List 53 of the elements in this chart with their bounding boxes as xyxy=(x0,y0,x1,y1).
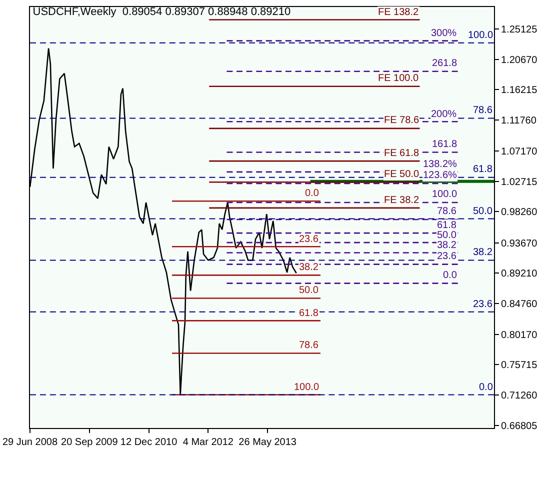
y-tick-label: 1.02715 xyxy=(501,176,538,188)
annotation: FE 38.2 xyxy=(384,195,420,206)
annotation: 78.6 xyxy=(473,105,493,116)
y-tick-label: 0.66805 xyxy=(501,420,538,432)
annotation: 0.0 xyxy=(479,382,494,393)
x-tick-label: 12 Dec 2010 xyxy=(120,437,178,448)
annotation: 123.6% xyxy=(423,170,458,181)
annotation: 50.0 xyxy=(299,285,319,296)
y-tick-label: 0.71260 xyxy=(501,390,538,402)
y-tick-label: 0.75715 xyxy=(501,360,538,372)
annotation: 61.8 xyxy=(299,308,319,319)
annotation: 38.2 xyxy=(473,247,493,258)
annotation: FE 100.0 xyxy=(378,73,420,84)
y-tick-label: 1.11760 xyxy=(501,115,537,126)
x-tick-label: 20 Sep 2009 xyxy=(61,437,118,448)
annotation: FE 61.8 xyxy=(384,148,420,159)
annotation: 61.8 xyxy=(437,220,457,231)
annotation: 50.0 xyxy=(473,206,493,217)
annotation: 138.2% xyxy=(423,159,458,170)
annotation: 23.6 xyxy=(437,251,457,262)
x-tick-label: 26 May 2013 xyxy=(238,437,297,448)
y-tick-label: 0.89210 xyxy=(501,268,538,280)
y-tick-label: 1.20670 xyxy=(501,54,538,66)
y-tick-label: 0.80170 xyxy=(501,330,538,341)
annotation: 38.2 xyxy=(437,240,457,251)
annotation: 161.8 xyxy=(432,139,458,150)
annotation: 50.0 xyxy=(437,230,457,241)
annotation: FE 50.0 xyxy=(384,169,420,180)
annotation: 261.8 xyxy=(432,58,458,69)
y-tick-label: 1.16215 xyxy=(501,85,538,96)
annotation: 61.8 xyxy=(473,164,493,175)
annotation: 0.0 xyxy=(305,188,320,199)
annotation: FE 138.2 xyxy=(378,7,420,18)
annotation: 78.6 xyxy=(299,340,319,351)
y-tick-label: 0.98260 xyxy=(501,207,538,218)
annotation: 300% xyxy=(431,28,457,39)
annotation: 0.0 xyxy=(443,270,458,281)
chart-title: USDCHF,Weekly 0.89054 0.89307 0.88948 0.89210 xyxy=(32,6,291,18)
annotation: 23.6 xyxy=(299,234,319,245)
x-tick-label: 29 Jun 2008 xyxy=(2,437,58,448)
y-tick-label: 1.25125 xyxy=(501,24,538,36)
y-tick-label: 1.07170 xyxy=(501,146,538,158)
annotation: 200% xyxy=(431,109,457,120)
annotation: 100.0 xyxy=(432,189,458,200)
annotation: 78.6 xyxy=(437,206,457,217)
y-tick-label: 0.93670 xyxy=(501,238,538,250)
annotation: FE 78.6 xyxy=(384,115,420,126)
y-tick-label: 0.84760 xyxy=(501,298,538,310)
annotation: 38.2 xyxy=(299,262,319,273)
annotation: 100.0 xyxy=(468,30,494,41)
annotation: 23.6 xyxy=(473,299,493,310)
annotation: 100.0 xyxy=(294,382,320,393)
x-tick-label: 4 Mar 2012 xyxy=(182,437,234,448)
